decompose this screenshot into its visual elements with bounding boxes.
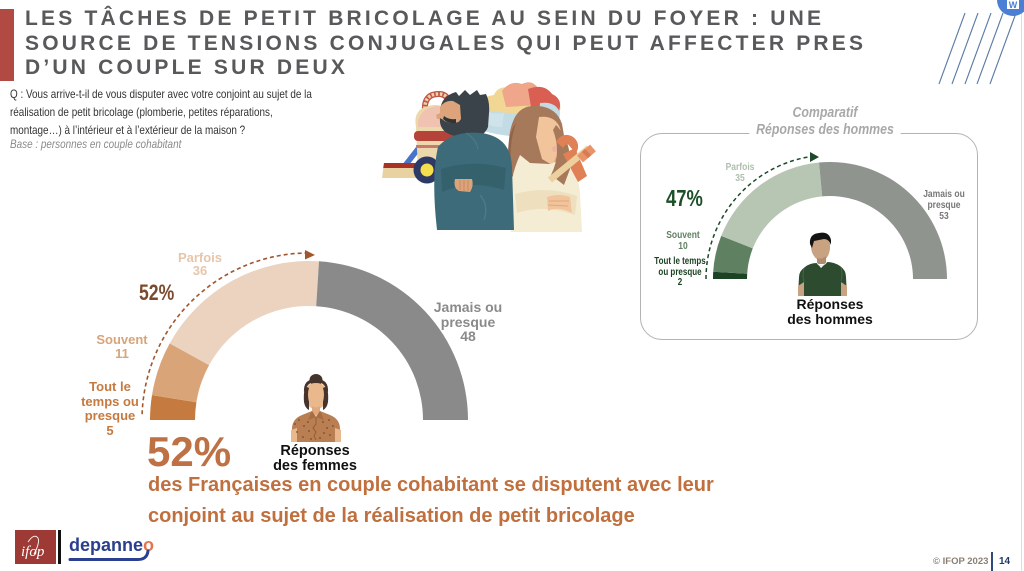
- svg-text:W: W: [1009, 0, 1018, 10]
- svg-text:depanneo: depanneo: [69, 535, 154, 555]
- svg-text:ifop: ifop: [21, 544, 45, 560]
